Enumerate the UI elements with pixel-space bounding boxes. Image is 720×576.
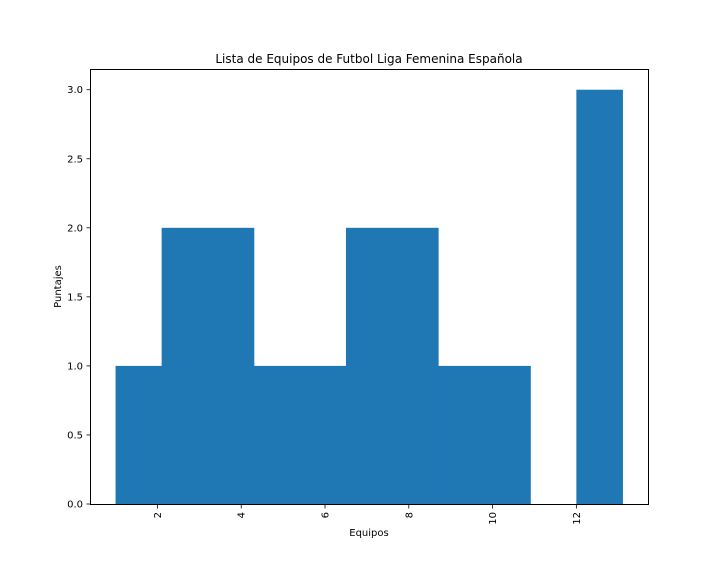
plot-frame [90, 69, 649, 505]
x-tick-label: 10 [488, 512, 499, 525]
x-tick-label: 12 [572, 512, 583, 525]
histogram-bar [438, 365, 531, 504]
y-axis-label: Puntajes [53, 265, 64, 308]
x-tick-label: 4 [237, 512, 248, 518]
y-tick-label: 1.5 [67, 292, 83, 303]
x-tick-label: 8 [404, 512, 415, 518]
histogram-bar [115, 365, 163, 504]
y-tick-label: 1.0 [67, 361, 83, 372]
y-tick-label: 0.5 [67, 430, 83, 441]
histogram-bar [161, 227, 255, 504]
y-tick-label: 3.0 [67, 85, 83, 96]
x-tick-label: 6 [321, 512, 332, 518]
bars-group [115, 89, 623, 505]
y-tick-label: 2.0 [67, 223, 83, 234]
y-axis-ticks: 0.0 0.5 1.0 1.5 2.0 2.5 3.0 [67, 85, 91, 511]
y-tick-label: 0.0 [67, 500, 83, 511]
histogram-bar [345, 227, 439, 504]
histogram-bar [253, 365, 347, 504]
chart-title: Lista de Equipos de Futbol Liga Femenina… [215, 52, 522, 66]
histogram-bar [576, 89, 623, 505]
x-axis-label: Equipos [349, 528, 388, 539]
y-tick-label: 2.5 [67, 154, 83, 165]
x-tick-label: 2 [153, 512, 164, 518]
x-axis-ticks: 2 4 6 8 10 12 [153, 504, 583, 525]
